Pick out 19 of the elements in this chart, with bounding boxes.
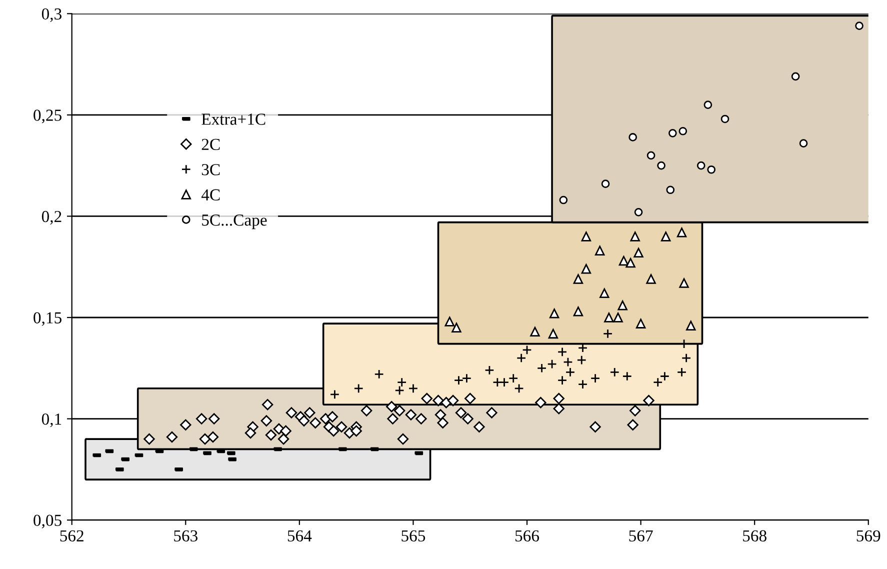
x-tick-label: 568 bbox=[743, 530, 766, 542]
x-tick-label: 567 bbox=[629, 530, 653, 542]
legend-label: 4C bbox=[201, 189, 220, 200]
x-tick-label: 562 bbox=[60, 530, 84, 542]
x-tick-label: 565 bbox=[402, 530, 426, 542]
y-tick-label: 0,1 bbox=[42, 413, 62, 428]
y-tick-label: 0,05 bbox=[34, 514, 62, 528]
x-tick-label: 564 bbox=[288, 530, 312, 542]
x-tick-label: 566 bbox=[515, 530, 540, 542]
legend-label: 2C bbox=[202, 138, 220, 150]
x-tick-label: 563 bbox=[174, 530, 198, 542]
legend-label: 5C...Cape bbox=[202, 214, 267, 230]
y-tick-label: 0,2 bbox=[42, 210, 62, 225]
legend-label: 3C bbox=[202, 164, 220, 176]
x-tick-label: 569 bbox=[856, 530, 880, 542]
y-tick-label: 0,15 bbox=[34, 312, 62, 326]
y-tick-label: 0,3 bbox=[42, 8, 62, 22]
legend-label: Extra+1C bbox=[202, 114, 266, 125]
y-tick-label: 0,25 bbox=[34, 110, 62, 124]
